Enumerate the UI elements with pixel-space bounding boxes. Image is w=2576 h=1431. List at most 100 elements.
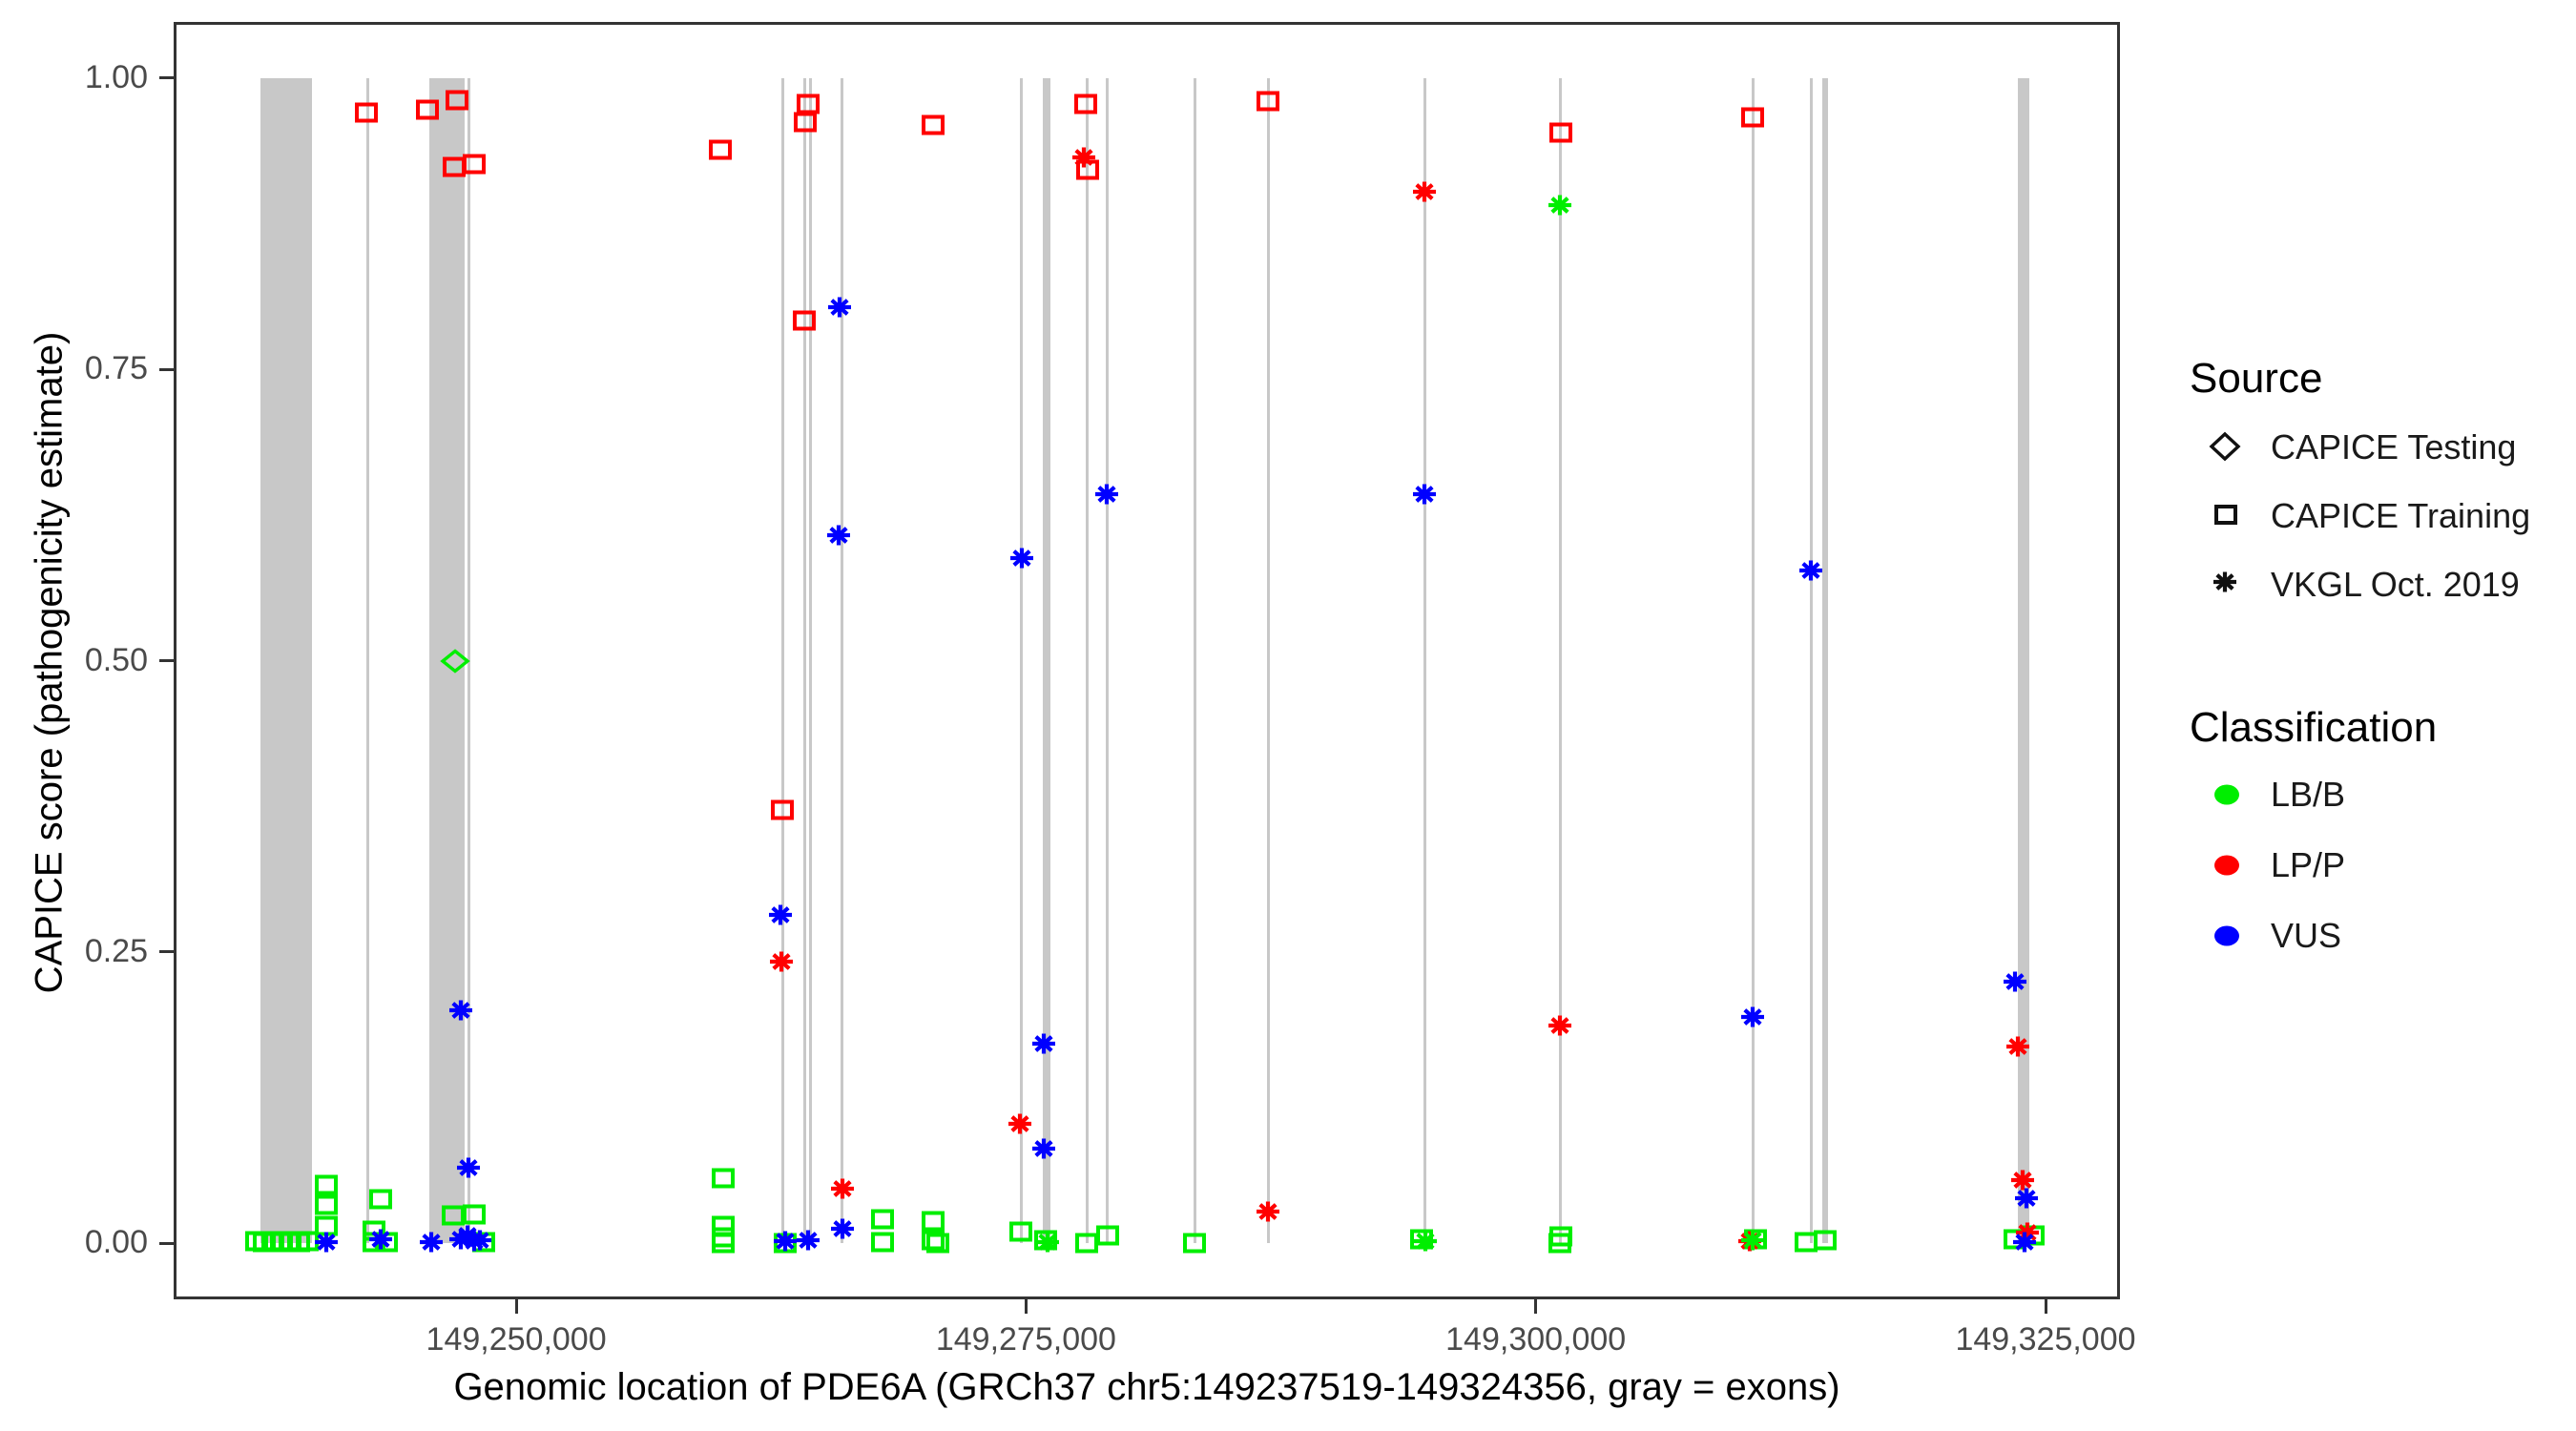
data-point-asterisk [1413,484,1436,505]
data-point-asterisk [2003,971,2026,991]
exon-band [429,77,465,1244]
exon-band [1193,77,1196,1244]
x-tick-mark [2044,1299,2047,1314]
data-point-diamond [439,648,470,674]
lpp-dot-icon [2212,853,2242,882]
exon-band [366,77,369,1244]
data-point-asterisk [1414,1231,1438,1252]
data-point-asterisk [1741,1230,1765,1251]
asterisk-icon [2208,567,2242,602]
data-point-square [793,310,816,331]
vus-dot-icon [2212,923,2242,953]
y-tick-mark [159,76,174,80]
data-point-asterisk [1072,147,1096,168]
data-point-square [1549,122,1572,143]
data-point-asterisk [1413,181,1436,202]
data-point-asterisk [2011,1170,2035,1191]
y-tick-label: 1.00 [84,58,148,95]
data-point-asterisk [2006,1036,2030,1057]
y-tick-label: 0.00 [84,1224,148,1261]
data-point-square [922,1211,945,1232]
data-point-asterisk [1548,195,1572,216]
exon-band [1423,77,1426,1244]
data-point-asterisk [1010,548,1034,569]
y-tick-mark [159,659,174,662]
x-axis-title: Genomic location of PDE6A (GRCh37 chr5:1… [453,1366,1840,1408]
data-point-asterisk [774,1231,798,1252]
data-point-asterisk [1799,560,1822,581]
data-point-square [1257,91,1280,112]
exon-band [1822,77,1828,1244]
data-point-asterisk [1036,1232,1059,1253]
exon-band [780,77,784,1244]
data-point-square [1183,1233,1207,1254]
data-point-square [922,1230,945,1251]
exon-band [1042,77,1050,1244]
y-tick-label: 0.50 [84,641,148,678]
exon-band [1266,77,1270,1244]
exon-band [840,77,843,1244]
data-point-asterisk [2013,1232,2036,1253]
data-point-asterisk [1095,484,1118,505]
data-point-asterisk [1032,1138,1055,1159]
data-point-square [771,799,794,820]
legend-item-capice-testing: CAPICE Testing [2271,427,2517,467]
data-point-square [797,93,821,114]
x-tick-label: 149,275,000 [935,1321,1116,1358]
data-point-asterisk [1257,1201,1280,1222]
x-tick-label: 149,300,000 [1445,1321,1627,1358]
data-point-asterisk [831,1178,854,1199]
exon-band [1558,77,1562,1244]
data-point-asterisk [1008,1113,1031,1133]
square-icon [2210,501,2244,534]
data-point-square [463,1204,486,1225]
legend-item-lpp: LP/P [2271,845,2346,884]
x-tick-mark [1024,1299,1028,1314]
exon-band [1105,77,1109,1244]
legend-source-title: Source [2190,355,2323,402]
legend-item-lbb: LB/B [2271,775,2346,814]
y-tick-mark [159,950,174,954]
x-tick-label: 149,325,000 [1955,1321,2136,1358]
legend-item-vkgl: VKGL Oct. 2019 [2271,565,2520,604]
data-point-asterisk [797,1230,821,1251]
legend-item-capice-training: CAPICE Training [2271,496,2531,535]
data-point-asterisk [1548,1015,1572,1036]
legend-classification-title: Classification [2190,704,2438,751]
exon-band [1751,77,1755,1244]
exon-band [1085,77,1089,1244]
data-point-square [446,90,469,111]
exon-band [802,77,806,1244]
data-point-square [871,1232,895,1253]
exon-band [260,77,313,1244]
data-point-asterisk [449,1000,473,1021]
data-point-asterisk [369,1229,393,1249]
data-point-square [463,154,487,175]
data-point-square [1548,1233,1572,1254]
legend-item-vus: VUS [2271,916,2342,955]
data-point-square [708,139,732,160]
data-point-square [1074,93,1097,114]
data-point-asterisk [2014,1188,2038,1209]
y-tick-label: 0.75 [84,350,148,387]
data-point-asterisk [315,1232,339,1253]
data-point-asterisk [1032,1033,1055,1054]
data-point-asterisk [1741,1006,1765,1027]
data-point-square [712,1233,735,1254]
data-point-asterisk [468,1230,491,1251]
exon-band [1809,77,1813,1244]
x-tick-mark [1534,1299,1538,1314]
data-point-square [416,99,440,120]
x-tick-label: 149,250,000 [426,1321,607,1358]
data-point-square [926,1233,949,1254]
data-point-square [315,1174,339,1195]
data-point-square [1009,1221,1032,1242]
y-tick-mark [159,1241,174,1245]
data-point-square [1741,107,1765,128]
diamond-icon [2206,429,2244,468]
data-point-square [1095,1225,1119,1246]
data-point-asterisk [831,1218,854,1238]
y-tick-mark [159,367,174,371]
data-point-asterisk [769,904,792,925]
